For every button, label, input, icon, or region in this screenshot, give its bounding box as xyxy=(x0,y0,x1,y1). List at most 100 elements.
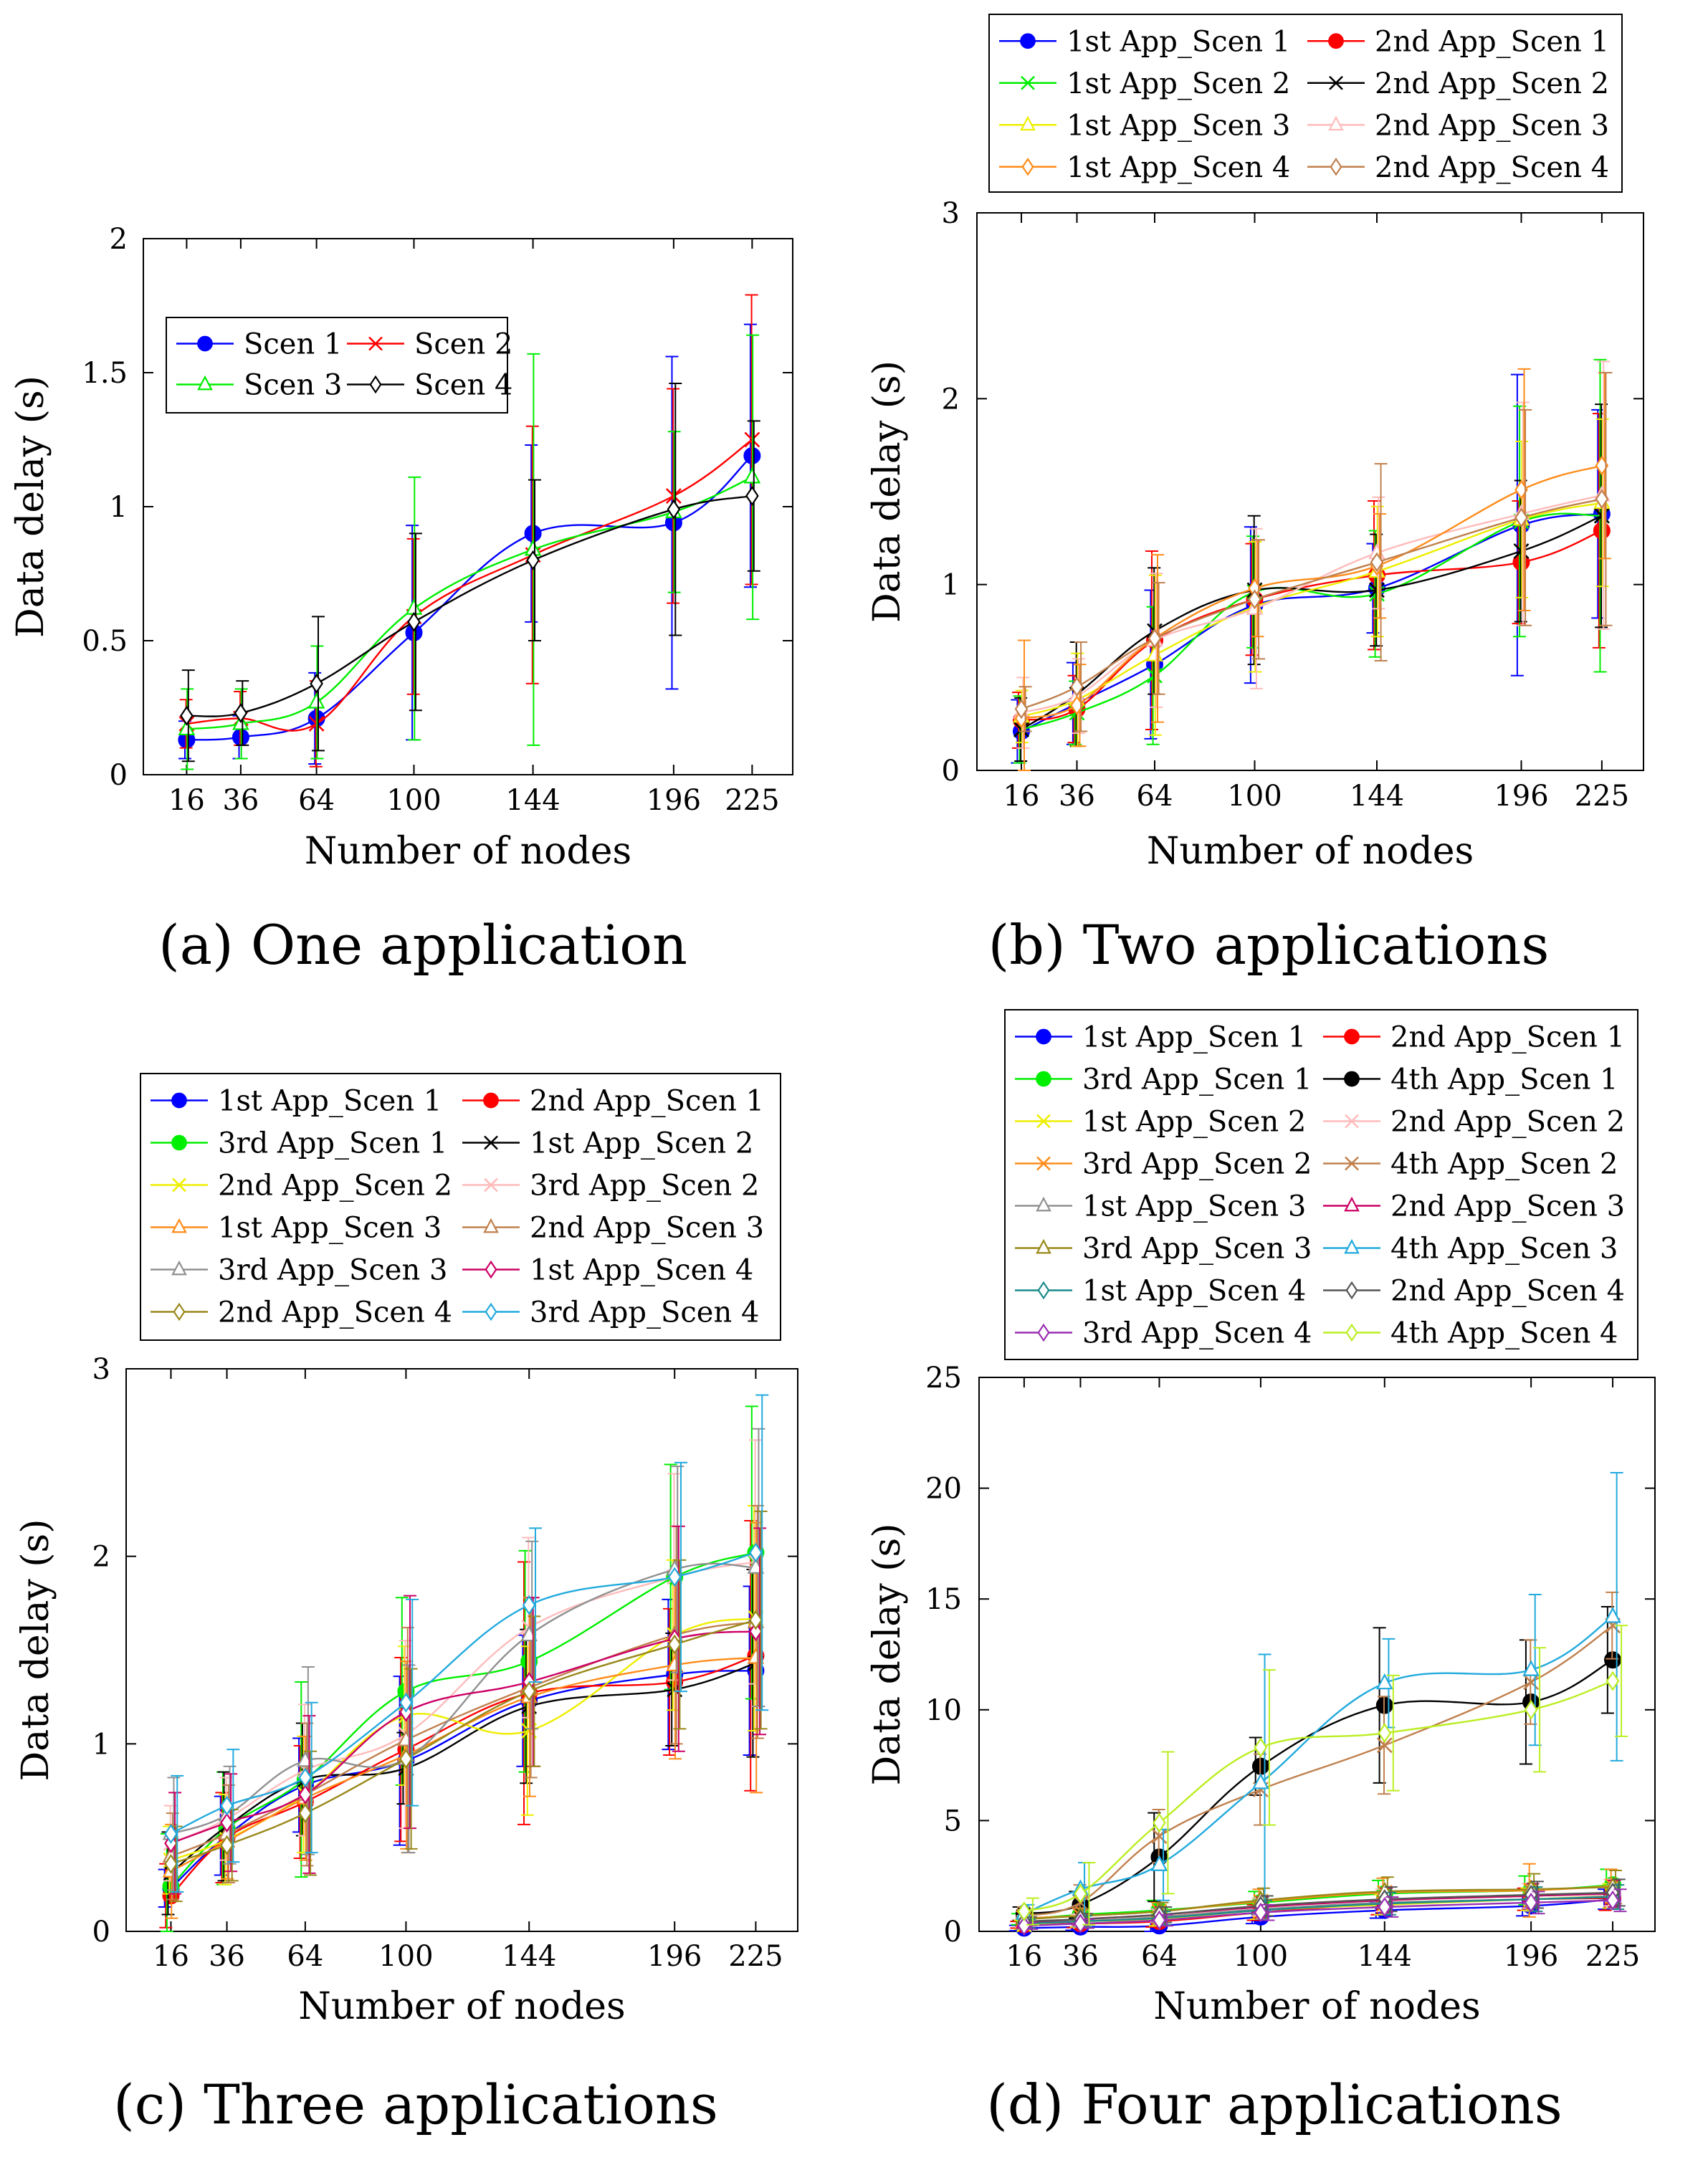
y-tick-label: 2 xyxy=(92,1541,110,1574)
x-tick-label: 64 xyxy=(1141,1940,1178,1973)
legend-label: 3rd App_Scen 3 xyxy=(1082,1233,1312,1266)
series-line xyxy=(1024,1625,1613,1917)
legend-label: Scen 1 xyxy=(244,328,342,361)
data-point xyxy=(1074,1913,1087,1934)
x-tick-label: 64 xyxy=(298,784,335,817)
series-line xyxy=(1021,515,1603,730)
y-axis-label: Data delay (s) xyxy=(866,360,909,623)
legend-label: 3rd App_Scen 4 xyxy=(530,1296,759,1329)
x-tick-label: 16 xyxy=(153,1940,189,1973)
legend-item: 1st App_Scen 3 xyxy=(151,1212,442,1245)
data-point xyxy=(298,1784,313,1805)
y-tick-label: 20 xyxy=(925,1473,962,1506)
legend-marker xyxy=(172,1177,186,1193)
legend-marker xyxy=(485,1260,497,1279)
series-1st-app-scen-2 xyxy=(1013,358,1610,764)
legend-box xyxy=(140,1073,781,1341)
legend-label: 3rd App_Scen 2 xyxy=(530,1170,759,1203)
x-tick-label: 144 xyxy=(502,1940,556,1973)
data-point xyxy=(522,1595,536,1615)
data-point xyxy=(310,673,323,694)
data-point xyxy=(164,1853,178,1874)
data-point xyxy=(220,1812,234,1833)
legend-marker xyxy=(1021,75,1035,90)
legend-item: 4th App_Scen 4 xyxy=(1323,1317,1618,1350)
data-point xyxy=(1523,1674,1540,1691)
legend-label: 2nd App_Scen 2 xyxy=(1375,67,1609,100)
legend-marker xyxy=(1345,1156,1359,1171)
legend-marker xyxy=(1328,115,1344,131)
legend-marker xyxy=(197,375,213,391)
y-tick-label: 1 xyxy=(942,569,960,602)
x-tick-label: 16 xyxy=(1003,780,1040,813)
legend-marker xyxy=(368,336,383,351)
legend-label: 1st App_Scen 1 xyxy=(1067,25,1290,58)
legend-marker xyxy=(1344,1196,1360,1212)
legend-label: 1st App_Scen 1 xyxy=(218,1085,442,1118)
data-point xyxy=(298,1803,313,1824)
legend-item: 1st App_Scen 2 xyxy=(462,1127,753,1160)
figure-caption: (b) Two applications xyxy=(988,913,1550,977)
legend-marker xyxy=(1036,1071,1051,1087)
legend-marker xyxy=(1036,1114,1051,1129)
y-tick-label: 0 xyxy=(110,759,128,792)
legend-marker xyxy=(1344,1238,1360,1254)
x-tick-label: 144 xyxy=(505,784,560,817)
data-point xyxy=(1146,645,1163,661)
legend: Scen 1 Scen 2 Scen 3 Scen 4 xyxy=(166,317,512,414)
legend-marker xyxy=(483,1218,499,1233)
x-tick-label: 196 xyxy=(1504,1940,1558,1973)
data-point xyxy=(1524,1699,1538,1720)
series-line xyxy=(1021,512,1603,732)
x-tick-label: 225 xyxy=(1585,1940,1640,1973)
x-tick-label: 100 xyxy=(378,1940,433,1973)
legend-item: 1st App_Scen 3 xyxy=(1015,1190,1306,1223)
legend-label: 1st App_Scen 4 xyxy=(1082,1275,1306,1308)
legend-label: 1st App_Scen 2 xyxy=(530,1127,753,1160)
x-tick-label: 144 xyxy=(1350,780,1404,813)
legend-marker xyxy=(1020,115,1036,131)
data-point xyxy=(1606,1890,1620,1911)
data-point xyxy=(667,1634,682,1655)
legend-marker xyxy=(1036,1238,1051,1254)
legend-label: 2nd App_Scen 4 xyxy=(218,1296,452,1329)
data-point xyxy=(749,1621,763,1642)
y-tick-label: 10 xyxy=(925,1694,962,1727)
series-line xyxy=(1024,1615,1613,1915)
legend-marker xyxy=(173,1302,186,1322)
legend-item: 1st App_Scen 4 xyxy=(1015,1275,1306,1308)
data-point xyxy=(1595,489,1609,510)
legend-marker xyxy=(171,1134,187,1151)
x-tick-label: 36 xyxy=(1059,780,1095,813)
plot-frame xyxy=(125,1368,798,1932)
x-axis-label: Number of nodes xyxy=(1153,1985,1480,2028)
legend-item: 1st App_Scen 1 xyxy=(1015,1021,1306,1054)
data-point xyxy=(178,719,196,736)
data-point xyxy=(1017,1916,1031,1936)
legend: 1st App_Scen 1 2nd App_Scen 1 3rd App_Scen… xyxy=(1004,1009,1638,1360)
series-line xyxy=(186,439,753,732)
data-point xyxy=(399,1749,413,1769)
x-axis-label: Number of nodes xyxy=(1147,830,1474,873)
data-point xyxy=(1378,1897,1392,1917)
legend-label: 4th App_Scen 4 xyxy=(1390,1317,1618,1350)
x-axis-label: Number of nodes xyxy=(305,830,631,873)
x-tick-label: 16 xyxy=(1006,1940,1042,1973)
legend-label: 1st App_Scen 2 xyxy=(1067,67,1290,100)
legend-label: 2nd App_Scen 3 xyxy=(530,1212,764,1245)
legend-marker xyxy=(171,1092,187,1109)
data-point xyxy=(234,702,248,723)
legend-item: 3rd App_Scen 2 xyxy=(462,1170,759,1203)
legend-marker xyxy=(1344,1071,1360,1087)
y-tick-label: 5 xyxy=(944,1805,962,1837)
x-tick-label: 100 xyxy=(386,784,441,817)
series-line xyxy=(1021,464,1603,720)
legend-item: 2nd App_Scen 4 xyxy=(1307,151,1609,184)
x-tick-label: 100 xyxy=(1234,1940,1288,1973)
data-point xyxy=(1151,1828,1168,1844)
legend-label: 4th App_Scen 2 xyxy=(1390,1148,1618,1181)
data-point xyxy=(1606,1671,1620,1691)
legend-item: 2nd App_Scen 1 xyxy=(1307,25,1609,58)
y-tick-label: 0 xyxy=(944,1916,962,1949)
y-tick-label: 1.5 xyxy=(82,357,128,390)
